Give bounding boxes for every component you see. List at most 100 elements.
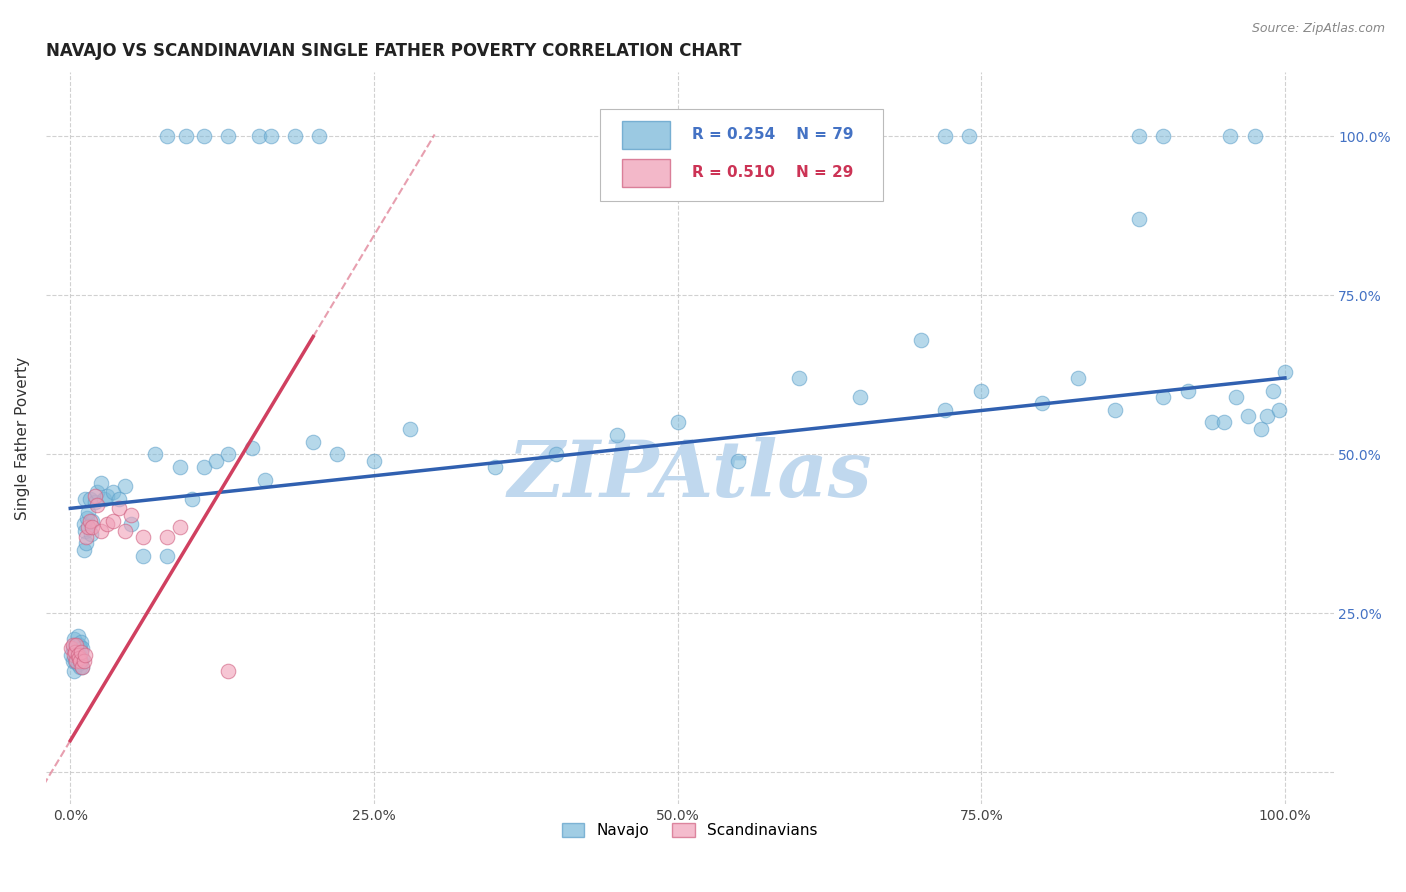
Point	[62, 638, 84, 652]
Point	[193, 460, 215, 475]
Point	[72, 654, 94, 668]
Point	[242, 441, 264, 455]
Point	[217, 129, 239, 144]
Point	[80, 526, 103, 541]
Point	[934, 129, 956, 144]
Point	[970, 384, 993, 398]
Text: NAVAJO VS SCANDINAVIAN SINGLE FATHER POVERTY CORRELATION CHART: NAVAJO VS SCANDINAVIAN SINGLE FATHER POV…	[46, 42, 741, 60]
Point	[66, 629, 89, 643]
Point	[79, 514, 101, 528]
Point	[156, 530, 179, 544]
Point	[75, 536, 97, 550]
Point	[132, 549, 155, 563]
Point	[1031, 396, 1053, 410]
Point	[101, 485, 124, 500]
Point	[93, 491, 115, 506]
Point	[60, 648, 83, 662]
Point	[1104, 402, 1126, 417]
Point	[253, 473, 276, 487]
Point	[1152, 129, 1174, 144]
Text: ZIPAtlas: ZIPAtlas	[508, 437, 872, 513]
Point	[217, 447, 239, 461]
Point	[70, 644, 93, 658]
Point	[284, 129, 307, 144]
Point	[727, 453, 749, 467]
Point	[63, 664, 86, 678]
Point	[1152, 390, 1174, 404]
Point	[82, 514, 104, 528]
Point	[96, 517, 118, 532]
Y-axis label: Single Father Poverty: Single Father Poverty	[15, 357, 30, 520]
Point	[174, 129, 197, 144]
Point	[72, 651, 94, 665]
Point	[217, 664, 239, 678]
Point	[156, 129, 179, 144]
Point	[302, 434, 325, 449]
Point	[65, 638, 87, 652]
Point	[60, 641, 83, 656]
Point	[73, 524, 96, 538]
Point	[957, 129, 980, 144]
Point	[910, 333, 932, 347]
Point	[70, 635, 93, 649]
Point	[96, 489, 118, 503]
Point	[247, 129, 270, 144]
Point	[77, 520, 100, 534]
Point	[77, 504, 100, 518]
Point	[63, 638, 86, 652]
Point	[69, 660, 91, 674]
Bar	[621, 159, 671, 186]
Point	[1219, 129, 1241, 144]
Bar	[621, 120, 671, 149]
Point	[169, 460, 191, 475]
Point	[1128, 211, 1150, 226]
Point	[83, 489, 105, 503]
Point	[180, 491, 202, 506]
Point	[72, 641, 94, 656]
FancyBboxPatch shape	[599, 109, 883, 201]
Point	[79, 491, 101, 506]
Point	[1268, 402, 1291, 417]
Text: Source: ZipAtlas.com: Source: ZipAtlas.com	[1251, 22, 1385, 36]
Point	[72, 660, 94, 674]
Point	[63, 632, 86, 646]
Text: R = 0.510    N = 29: R = 0.510 N = 29	[692, 165, 853, 180]
Point	[101, 514, 124, 528]
Point	[63, 644, 86, 658]
Point	[86, 498, 108, 512]
Point	[1128, 129, 1150, 144]
Point	[75, 530, 97, 544]
Point	[73, 491, 96, 506]
Point	[1201, 416, 1223, 430]
Point	[66, 657, 89, 672]
Point	[67, 651, 90, 665]
Point	[86, 485, 108, 500]
Point	[132, 530, 155, 544]
Point	[787, 371, 810, 385]
Point	[63, 648, 86, 662]
Point	[143, 447, 166, 461]
Point	[260, 129, 283, 144]
Point	[114, 479, 136, 493]
Point	[484, 460, 506, 475]
Point	[108, 491, 131, 506]
Point	[193, 129, 215, 144]
Point	[69, 654, 91, 668]
Point	[66, 644, 89, 658]
Point	[90, 475, 112, 490]
Point	[934, 402, 956, 417]
Point	[66, 648, 89, 662]
Point	[1213, 416, 1236, 430]
Point	[65, 654, 87, 668]
Point	[156, 549, 179, 563]
Point	[399, 422, 422, 436]
Point	[90, 524, 112, 538]
Point	[70, 654, 93, 668]
Point	[120, 517, 142, 532]
Point	[1274, 365, 1296, 379]
Point	[849, 390, 872, 404]
Point	[1225, 390, 1247, 404]
Point	[72, 517, 94, 532]
Point	[67, 651, 90, 665]
Point	[108, 501, 131, 516]
